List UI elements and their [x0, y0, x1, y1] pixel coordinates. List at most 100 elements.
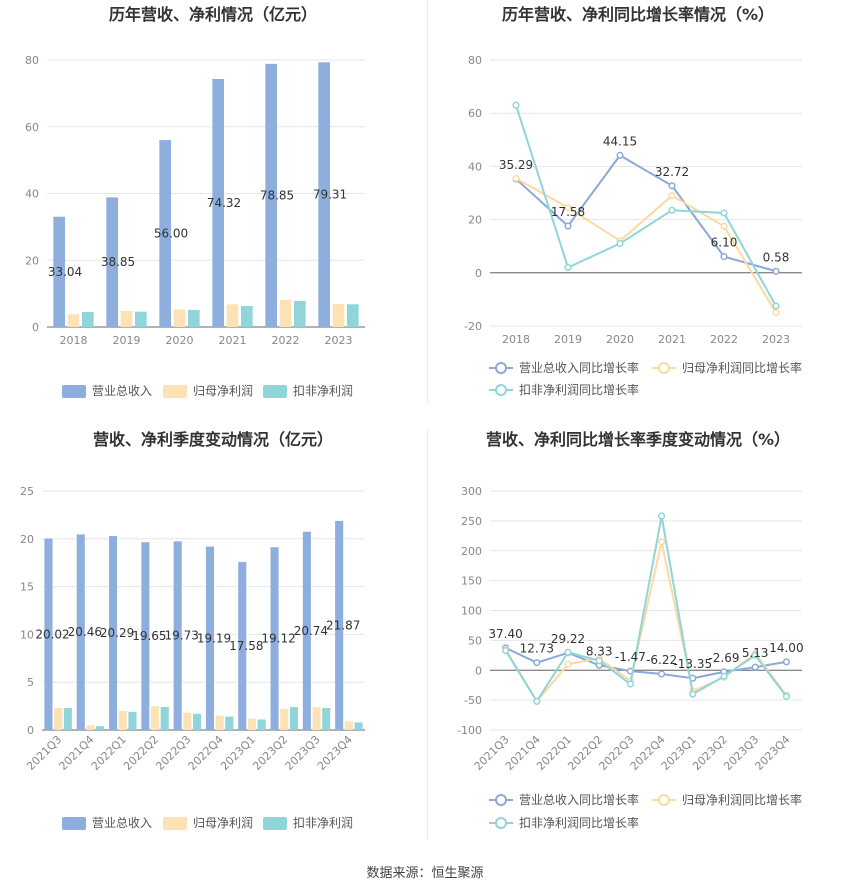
bar-revenue	[238, 561, 247, 730]
data-label: 79.31	[313, 188, 347, 202]
y-tick-label: 50	[468, 634, 482, 647]
y-tick-label: 20	[20, 533, 34, 546]
series-point-2	[782, 692, 790, 701]
data-label: 19.73	[165, 629, 199, 643]
legend-swatch-marker	[658, 794, 670, 806]
data-label: 32.72	[655, 165, 689, 179]
series-point-2	[595, 657, 603, 665]
data-label: 35.29	[499, 158, 533, 172]
legend-label: 扣非净利润同比增长率	[519, 382, 639, 397]
y-tick-label: 150	[461, 575, 482, 588]
chart-annual-revenue-profit: 历年营收、净利情况（亿元） 0 20 40 60 80 2018 2019 2020 2021 20…	[0, 0, 427, 410]
data-label: 44.15	[603, 134, 637, 148]
series-line-1	[504, 541, 788, 704]
legend-swatch-marker	[495, 362, 507, 374]
data-label: -6.22	[646, 653, 677, 667]
y-tick-label: 250	[461, 515, 482, 528]
series-point-0	[772, 267, 780, 275]
legend-swatch	[263, 817, 287, 830]
y-tick-label: 0	[475, 267, 482, 280]
x-tick-label: 2022Q4	[186, 733, 226, 773]
bar-revenue	[76, 534, 85, 730]
legend-label: 归母净利润同比增长率	[682, 792, 802, 807]
bar-netprofit	[173, 309, 186, 327]
data-label: 14.00	[769, 641, 803, 655]
y-tick-label: 5	[27, 676, 34, 689]
series-point-2	[502, 646, 510, 655]
x-tick-label: 2023	[762, 333, 790, 346]
x-tick-label: 2019	[554, 333, 582, 346]
bar-netprofit	[54, 708, 63, 730]
bar-netprofit	[86, 725, 95, 730]
x-tick-label: 2022	[272, 334, 300, 347]
bar-deducted	[81, 311, 94, 327]
y-tick-label: -50	[464, 694, 482, 707]
legend-label: 归母净利润同比增长率	[682, 360, 802, 375]
series-point-0	[720, 253, 728, 261]
bar-netprofit	[312, 707, 321, 730]
bar-deducted	[346, 304, 359, 327]
data-label: 5.13	[742, 646, 769, 660]
chart-title: 营收、净利同比增长率季度变动情况（%）	[486, 430, 790, 449]
data-source-footer: 数据来源：恒生聚源	[366, 866, 484, 881]
y-tick-label: 60	[25, 121, 39, 134]
bar-deducted	[322, 708, 331, 730]
x-tick-label: 2022Q2	[121, 733, 161, 773]
bar-deducted	[128, 711, 137, 730]
data-label: 78.85	[260, 188, 294, 202]
x-tick-label: 2021	[658, 333, 686, 346]
legend-swatch-marker	[658, 362, 670, 374]
quarterly-growth-line-chart-svg: 营收、净利同比增长率季度变动情况（%） -100 -50 0 50 100 150 200 25…	[457, 430, 804, 830]
bar-revenue	[318, 62, 331, 327]
x-tick-label: 2018	[502, 333, 530, 346]
legend-swatch	[163, 385, 187, 398]
data-label: 19.12	[261, 632, 295, 646]
bar-netprofit	[332, 303, 345, 327]
legend-swatch	[163, 817, 187, 830]
bar-deducted	[96, 726, 105, 730]
bar-deducted	[240, 305, 253, 327]
series-point-2	[772, 302, 780, 310]
y-tick-label: 40	[25, 188, 39, 201]
bar-deducted	[134, 311, 147, 327]
series-point-2	[564, 263, 572, 272]
data-label: 29.22	[551, 632, 585, 646]
bar-netprofit	[183, 712, 192, 730]
bar-revenue	[159, 140, 172, 327]
series-point-1	[720, 222, 728, 230]
chart-title: 历年营收、净利情况（亿元）	[109, 5, 317, 24]
data-label: 38.85	[101, 255, 135, 269]
series-point-2	[616, 239, 624, 248]
data-label: 19.65	[132, 629, 166, 643]
data-label: -2.69	[708, 651, 739, 665]
data-label: 33.04	[48, 265, 82, 279]
legend-swatch	[62, 385, 86, 398]
y-tick-label: 0	[27, 724, 34, 737]
y-tick-label: 300	[461, 485, 482, 498]
series-point-2	[533, 697, 541, 705]
series-point-0	[616, 151, 624, 159]
bar-deducted	[225, 716, 234, 730]
bar-revenue	[335, 520, 344, 730]
y-tick-label: 100	[461, 605, 482, 618]
bar-deducted	[293, 300, 306, 327]
x-tick-label: 2023Q1	[218, 733, 258, 773]
legend-label: 扣非净利润	[293, 384, 353, 398]
chart-quarterly-growth: 营收、净利同比增长率季度变动情况（%） -100 -50 0 50 100 150 200 25…	[427, 425, 850, 845]
series-point-2	[720, 672, 728, 680]
legend-swatch-marker	[495, 817, 507, 829]
legend-swatch	[263, 385, 287, 398]
data-label: 17.58	[551, 205, 585, 219]
legend-label: 营业总收入同比增长率	[519, 360, 639, 375]
bar-netprofit	[247, 718, 256, 730]
bar-revenue	[53, 216, 66, 327]
bar-deducted	[160, 707, 169, 730]
legend-label: 营业总收入	[92, 384, 152, 398]
bar-netprofit	[151, 706, 160, 730]
series-point-0	[782, 658, 790, 666]
data-label: 21.87	[326, 618, 360, 632]
series-point-1	[668, 192, 676, 200]
y-tick-label: 15	[20, 581, 34, 594]
chart-title: 历年营收、净利同比增长率情况（%）	[502, 5, 774, 24]
series-point-2	[720, 209, 728, 217]
